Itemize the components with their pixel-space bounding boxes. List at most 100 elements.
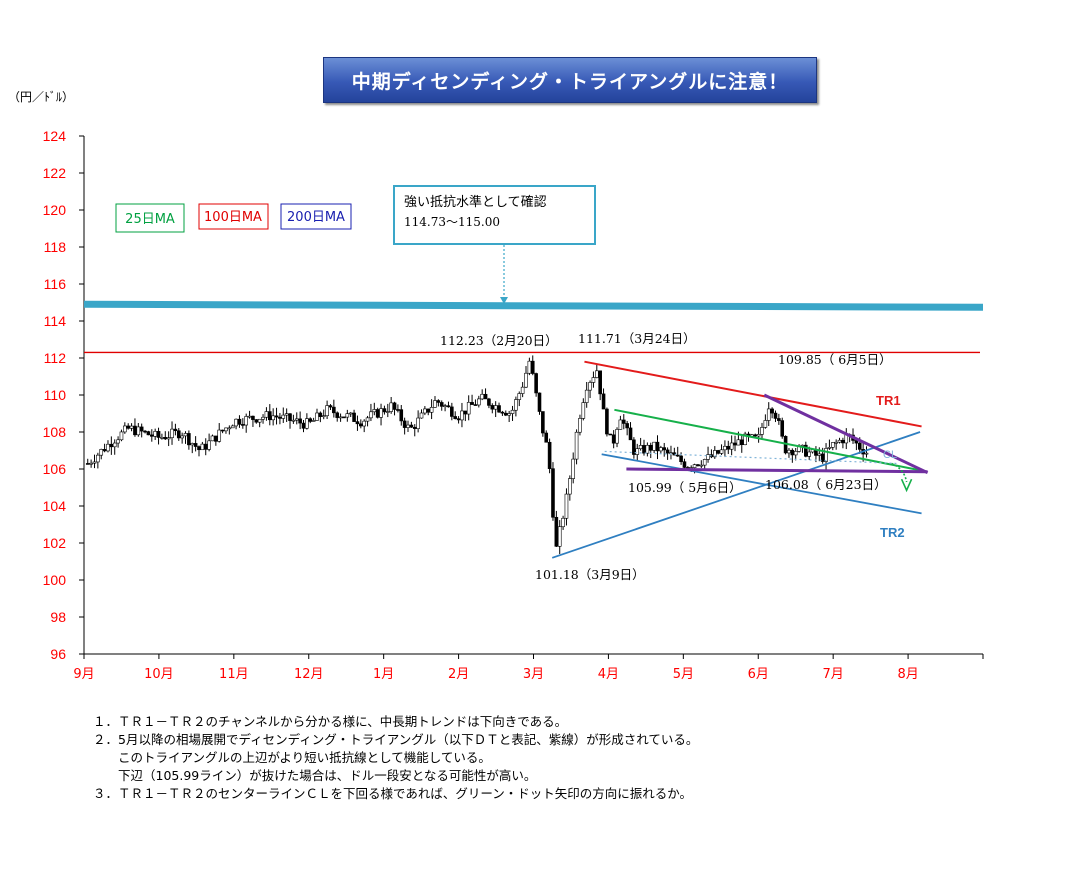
callout-range: 114.73～115.00 [404,215,500,229]
candle-body [402,420,407,428]
green-dotted-arrow [891,462,908,483]
candle-body [278,416,282,419]
candle-body [541,411,545,434]
candle-body [547,441,552,469]
candle-body [520,386,525,394]
candle-body [578,418,582,433]
candle-body [470,402,474,405]
candle-body [719,449,724,454]
candle-body [325,405,329,417]
callout-box [393,185,596,245]
candle-body [807,451,811,457]
candle-body [756,434,761,437]
candle-body [247,415,252,418]
candle-body [712,450,717,458]
candle-body [335,412,340,418]
candle-body [416,417,420,429]
candle-body [396,409,400,411]
candle-body [224,427,228,432]
candle-body [820,453,825,462]
candle-body [109,443,114,448]
candles [85,355,869,555]
candle-body [332,406,336,414]
candle-body [241,424,245,426]
candle-body [379,408,383,418]
candle-body [473,404,478,406]
chart-title: 中期ディセンディング・トライアングルに注意！ [323,57,817,103]
trend-line-tr2-upper [551,431,921,559]
candle-body [463,410,468,415]
candle-body [180,435,184,439]
candle-body [382,408,387,413]
candle-body [706,454,710,460]
candle-body [726,445,731,450]
candle-body [170,428,174,438]
candle-body [207,440,211,450]
candle-body [605,408,609,435]
trend-line-dt-lower [626,467,928,474]
x-tick-label: 8月 [897,667,918,682]
candle-body [372,409,377,413]
candle-body [864,452,869,455]
candle-body [517,393,522,400]
legend-label-200ma: 200日MA [287,210,345,225]
candle-body [423,408,427,414]
candle-body [419,412,424,419]
candle-body [244,416,248,426]
candle-body [321,415,326,418]
candle-body [483,393,488,400]
candle-body [345,413,350,418]
candle-body [837,439,842,443]
candle-body [551,468,555,518]
candle-body [595,370,599,378]
note-2: ２．5月以降の相場展開でディセンディング・トライアングル（以下ＤＴと表記、紫線）… [93,732,699,747]
candle-body [696,464,700,466]
label-tr1: TR1 [876,393,901,408]
candle-body [264,411,269,418]
unit-label: （円／ﾄﾞﾙ） [8,90,74,104]
candle-body [106,443,110,452]
candle-body [487,398,491,406]
y-tick-label: 118 [44,239,67,255]
candle-body [193,443,198,447]
candle-body [85,463,90,465]
candle-body [433,400,437,408]
candle-body [446,405,451,408]
candle-body [217,429,222,442]
candle-body [477,398,481,406]
candle-body [389,402,393,412]
candle-body [399,409,404,422]
candle-body [183,433,188,437]
candle-body [827,447,832,449]
candle-body [507,413,511,416]
candle-body [581,402,586,419]
candle-body [564,493,569,519]
candle-body [723,445,727,451]
candle-body [214,435,218,442]
candle-body [534,373,538,394]
candle-body [503,412,508,416]
x-tick-label: 6月 [748,667,769,682]
candle-body [514,399,518,411]
candle-body [736,439,741,446]
candle-body [830,442,835,448]
candle-body [362,420,366,427]
candle-body [359,423,363,427]
y-tick-label: 120 [43,202,67,218]
candle-body [743,433,747,446]
x-tick-label: 1月 [373,667,394,682]
candle-body [227,427,232,430]
axes: 96 98 100 102 104 106 108 110 112 114 116 118 120 122… [43,128,984,682]
candle-body [466,402,471,415]
candle-body [197,446,201,451]
y-tick-label: 122 [43,165,67,181]
candle-body [568,478,572,495]
candle-body [254,419,259,423]
candle-body [288,413,292,421]
candle-body [584,389,589,403]
green-arrow-head [900,478,913,493]
candle-body [436,400,441,403]
y-tick-label: 108 [43,424,67,440]
candle-body [857,442,862,450]
candle-body [790,449,795,456]
